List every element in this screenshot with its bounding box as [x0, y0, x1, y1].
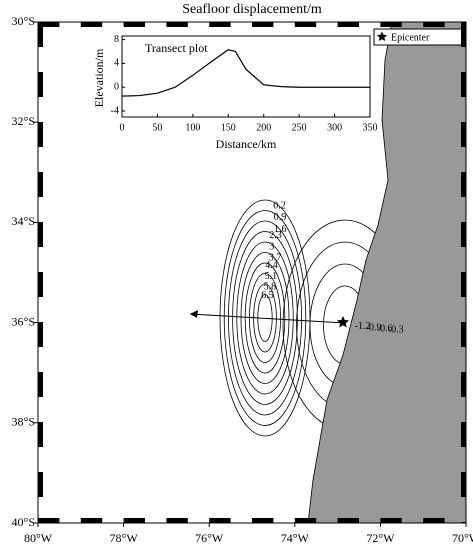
inset-y-tick-label: 8	[114, 34, 119, 45]
contour-label: 3.7	[269, 253, 282, 264]
contour	[248, 273, 281, 363]
epicenter-marker	[336, 316, 350, 328]
inset-title: Transect plot	[145, 41, 208, 55]
contour-label: 5.1	[265, 271, 278, 282]
contour	[240, 252, 290, 384]
contour	[236, 241, 294, 395]
contour-label: -0.6	[377, 323, 393, 334]
x-tick-label: 70°W	[452, 531, 473, 545]
legend-marker	[376, 31, 388, 41]
contour	[227, 220, 302, 416]
contour-label: 2.3	[269, 230, 282, 241]
x-tick-label: 72°W	[366, 531, 395, 545]
x-tick-label: 74°W	[281, 531, 310, 545]
title: Seafloor displacement/m	[182, 2, 322, 17]
y-tick-label: 40°S	[12, 515, 35, 529]
contour	[232, 231, 298, 405]
inset-x-tick-label: 100	[185, 122, 200, 133]
y-tick-label: 38°S	[12, 415, 35, 429]
contour-label: 4.4	[265, 260, 278, 271]
inset-x-tick-label: 300	[327, 122, 342, 133]
y-tick-label: 34°S	[12, 214, 35, 228]
inset-x-tick-label: 250	[292, 122, 307, 133]
y-tick-label: 30°S	[12, 14, 35, 28]
y-tick-label: 36°S	[12, 314, 35, 328]
inset-frame	[121, 35, 371, 118]
contour-label: 3	[269, 241, 274, 252]
contour-label: 0.9	[274, 212, 287, 223]
contour-label: 1.6	[274, 224, 287, 235]
arrow-head	[190, 310, 198, 318]
legend-label: Epicenter	[391, 32, 430, 43]
contour-label: 5.8	[264, 281, 277, 292]
frame-bars	[38, 22, 466, 523]
inset-line	[121, 49, 370, 97]
contour	[223, 210, 307, 426]
inset-x-tick-label: 150	[221, 122, 236, 133]
contour-labels: 0.20.91.62.333.74.45.15.86.5 -0.3-0.6-0.9…	[261, 200, 403, 335]
transect-line	[189, 313, 346, 324]
inset-y-tick-label: 0	[114, 82, 119, 93]
y-tick-label: 32°S	[12, 114, 35, 128]
inset-x-tick-label: 0	[120, 122, 125, 133]
contour-label: 0.2	[273, 200, 286, 211]
inset-x-tick-label: 200	[256, 122, 271, 133]
inset-x-label: Distance/km	[216, 137, 277, 151]
inset-y-tick-label: -4	[111, 105, 119, 116]
inset-x-tick-label: 50	[152, 122, 162, 133]
x-tick-label: 80°W	[24, 531, 53, 545]
contour	[244, 262, 286, 374]
inset-x-tick-label: 350	[363, 122, 378, 133]
contour-label: 6.5	[261, 290, 274, 301]
x-tick-label: 78°W	[110, 531, 139, 545]
inset-y-label: Elevation/m	[92, 48, 106, 107]
contour-label: -0.9	[366, 322, 382, 333]
x-tick-label: 76°W	[195, 531, 224, 545]
inset-y-tick-label: 4	[114, 58, 119, 69]
contour-label: -0.3	[388, 325, 404, 336]
contour-label: -1.2	[355, 321, 371, 332]
